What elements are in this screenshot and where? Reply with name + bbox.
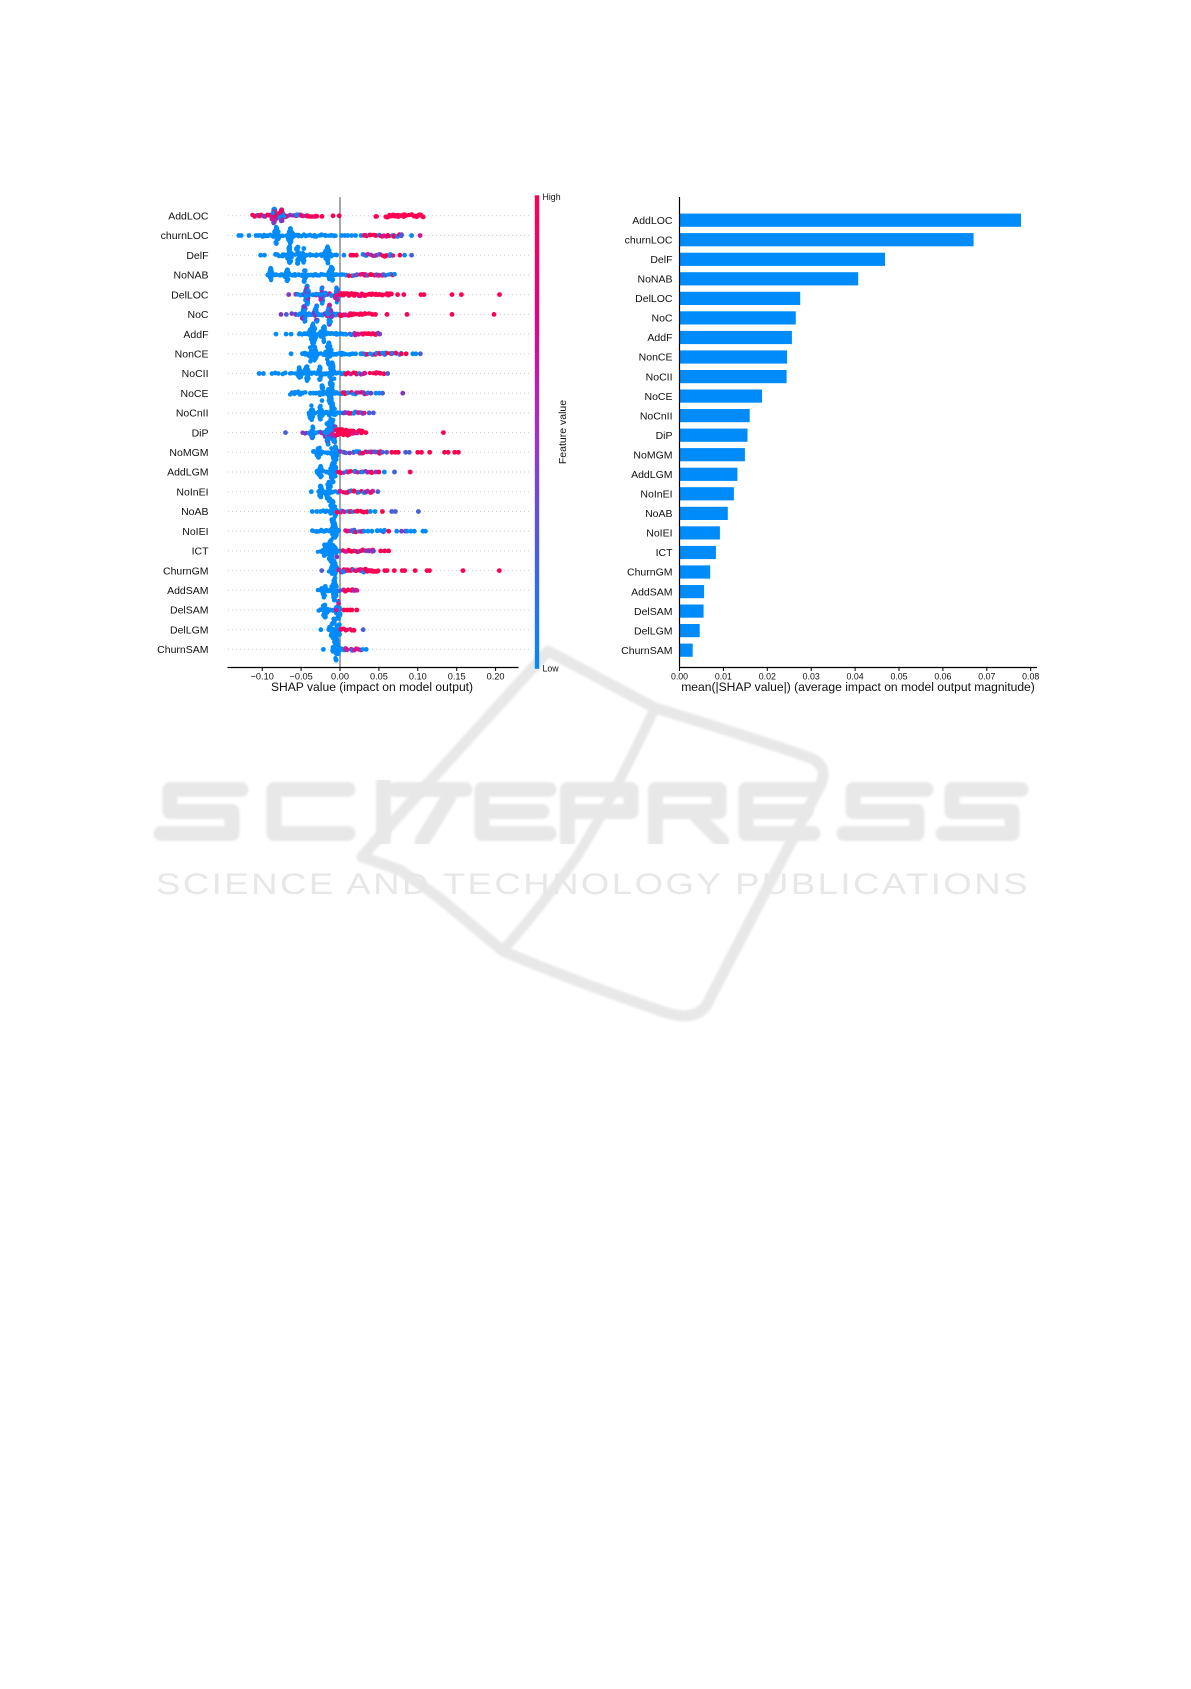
svg-text:0.04: 0.04 <box>847 672 864 682</box>
svg-text:DelF: DelF <box>186 250 208 262</box>
svg-text:churnLOC: churnLOC <box>161 230 209 242</box>
svg-text:ICT: ICT <box>192 546 210 558</box>
svg-text:DiP: DiP <box>656 430 673 442</box>
svg-text:NoNAB: NoNAB <box>637 274 672 286</box>
svg-text:Feature value: Feature value <box>557 400 569 464</box>
svg-text:NonCE: NonCE <box>175 349 209 361</box>
svg-text:0.00: 0.00 <box>331 672 349 682</box>
svg-text:DelSAM: DelSAM <box>634 606 673 618</box>
svg-text:NoCE: NoCE <box>644 391 672 403</box>
svg-text:DelF: DelF <box>650 254 672 266</box>
svg-text:0.15: 0.15 <box>448 672 466 682</box>
svg-text:0.03: 0.03 <box>803 672 820 682</box>
svg-text:NoCnII: NoCnII <box>640 410 673 422</box>
svg-text:NoAB: NoAB <box>645 508 672 520</box>
svg-text:Low: Low <box>543 664 560 674</box>
svg-text:0.05: 0.05 <box>890 672 907 682</box>
svg-text:NoCII: NoCII <box>182 368 209 380</box>
svg-text:0.01: 0.01 <box>715 672 732 682</box>
svg-text:AddLGM: AddLGM <box>167 467 208 479</box>
svg-text:ChurnSAM: ChurnSAM <box>157 644 208 656</box>
svg-text:NoMGM: NoMGM <box>169 447 208 459</box>
svg-text:NoIEI: NoIEI <box>646 528 672 540</box>
svg-text:NoCE: NoCE <box>180 388 208 400</box>
svg-text:DelLOC: DelLOC <box>171 289 209 301</box>
svg-text:ICT: ICT <box>656 547 674 559</box>
svg-text:DiP: DiP <box>192 427 209 439</box>
svg-text:DelLOC: DelLOC <box>635 293 673 305</box>
svg-text:NoNAB: NoNAB <box>173 270 208 282</box>
svg-text:0.02: 0.02 <box>759 672 776 682</box>
svg-text:0.08: 0.08 <box>1022 672 1039 682</box>
svg-text:NoC: NoC <box>651 313 672 325</box>
svg-text:High: High <box>543 192 561 202</box>
svg-text:NoInEI: NoInEI <box>176 486 208 498</box>
svg-text:0.07: 0.07 <box>978 672 995 682</box>
svg-text:ChurnSAM: ChurnSAM <box>621 645 672 657</box>
svg-text:DelLGM: DelLGM <box>170 624 209 636</box>
svg-text:NoIEI: NoIEI <box>182 526 208 538</box>
svg-text:churnLOC: churnLOC <box>625 234 673 246</box>
svg-text:AddF: AddF <box>647 332 672 344</box>
svg-text:DelLGM: DelLGM <box>634 625 673 637</box>
svg-text:SCIENCE AND TECHNOLOGY PUBLICA: SCIENCE AND TECHNOLOGY PUBLICATIONS <box>156 868 1030 901</box>
svg-text:AddF: AddF <box>183 329 208 341</box>
svg-text:−0.05: −0.05 <box>289 672 312 682</box>
svg-text:NonCE: NonCE <box>639 352 673 364</box>
svg-text:AddLOC: AddLOC <box>632 215 673 227</box>
svg-text:NoCnII: NoCnII <box>176 408 209 420</box>
svg-text:−0.10: −0.10 <box>251 672 274 682</box>
svg-text:NoAB: NoAB <box>181 506 208 518</box>
svg-text:0.05: 0.05 <box>370 672 388 682</box>
svg-text:AddLGM: AddLGM <box>631 469 672 481</box>
svg-text:NoMGM: NoMGM <box>633 449 672 461</box>
svg-text:DelSAM: DelSAM <box>170 605 209 617</box>
svg-text:0.10: 0.10 <box>409 672 427 682</box>
svg-text:0.06: 0.06 <box>934 672 951 682</box>
svg-text:mean(|SHAP value|) (average im: mean(|SHAP value|) (average impact on mo… <box>681 680 1035 694</box>
svg-text:0.20: 0.20 <box>487 672 505 682</box>
svg-text:ChurnGM: ChurnGM <box>163 565 209 577</box>
svg-text:AddSAM: AddSAM <box>631 586 672 598</box>
svg-text:AddLOC: AddLOC <box>168 211 209 223</box>
svg-text:NoCII: NoCII <box>646 371 673 383</box>
svg-text:0.00: 0.00 <box>671 672 688 682</box>
svg-text:AddSAM: AddSAM <box>167 585 208 597</box>
svg-text:NoInEI: NoInEI <box>640 489 672 501</box>
svg-text:NoC: NoC <box>187 309 208 321</box>
svg-text:SHAP value (impact on model ou: SHAP value (impact on model output) <box>271 680 473 694</box>
svg-text:ChurnGM: ChurnGM <box>627 567 673 579</box>
